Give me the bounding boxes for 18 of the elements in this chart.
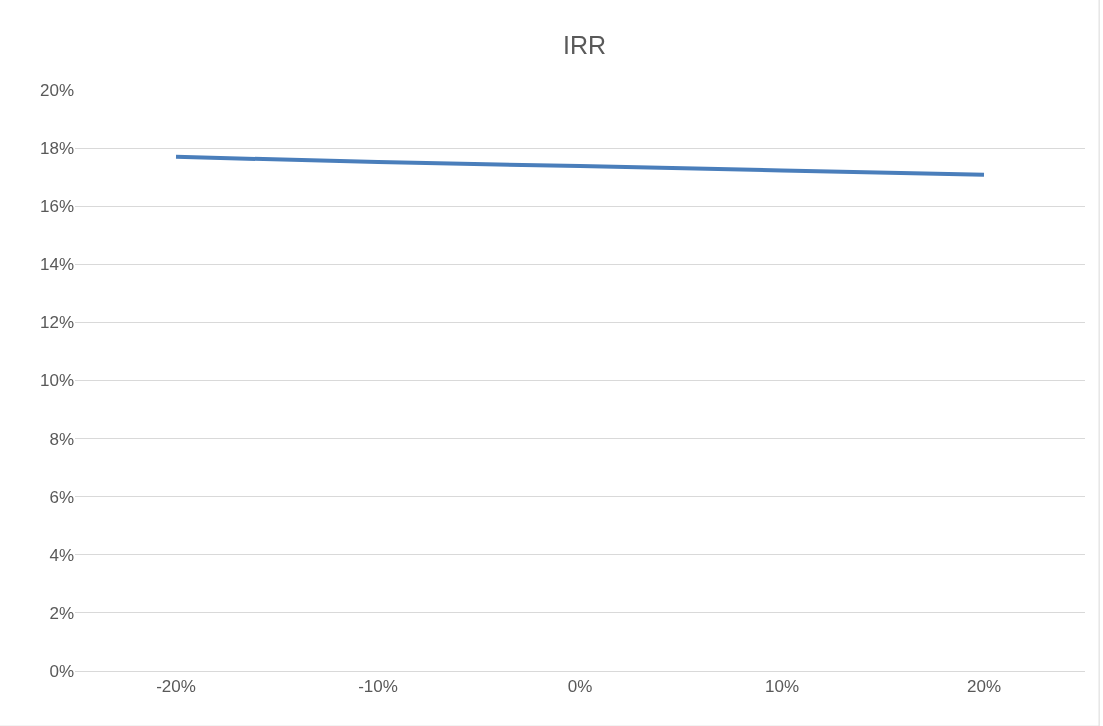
y-tick-label: 18% [39, 139, 74, 159]
y-tick-label: 20% [39, 80, 74, 100]
chart-title: IRR [563, 30, 607, 59]
y-tick-label: 0% [49, 661, 74, 681]
y-tick-label: 16% [39, 197, 74, 217]
y-tick-label: 10% [39, 371, 74, 391]
y-tick-label: 8% [49, 429, 74, 449]
x-tick-label: 10% [764, 677, 800, 697]
y-tick-label: 14% [39, 255, 74, 275]
x-tick-label: -10% [358, 677, 398, 697]
x-tick-label: 0% [567, 677, 593, 697]
y-tick-label: 12% [39, 313, 74, 333]
x-tick-label: 20% [966, 677, 1002, 697]
y-tick-label: 4% [49, 545, 74, 565]
y-tick-label: 6% [49, 487, 74, 507]
line-series [174, 154, 986, 177]
x-tick-label: -20% [156, 677, 196, 697]
y-tick-label: 2% [49, 603, 74, 623]
